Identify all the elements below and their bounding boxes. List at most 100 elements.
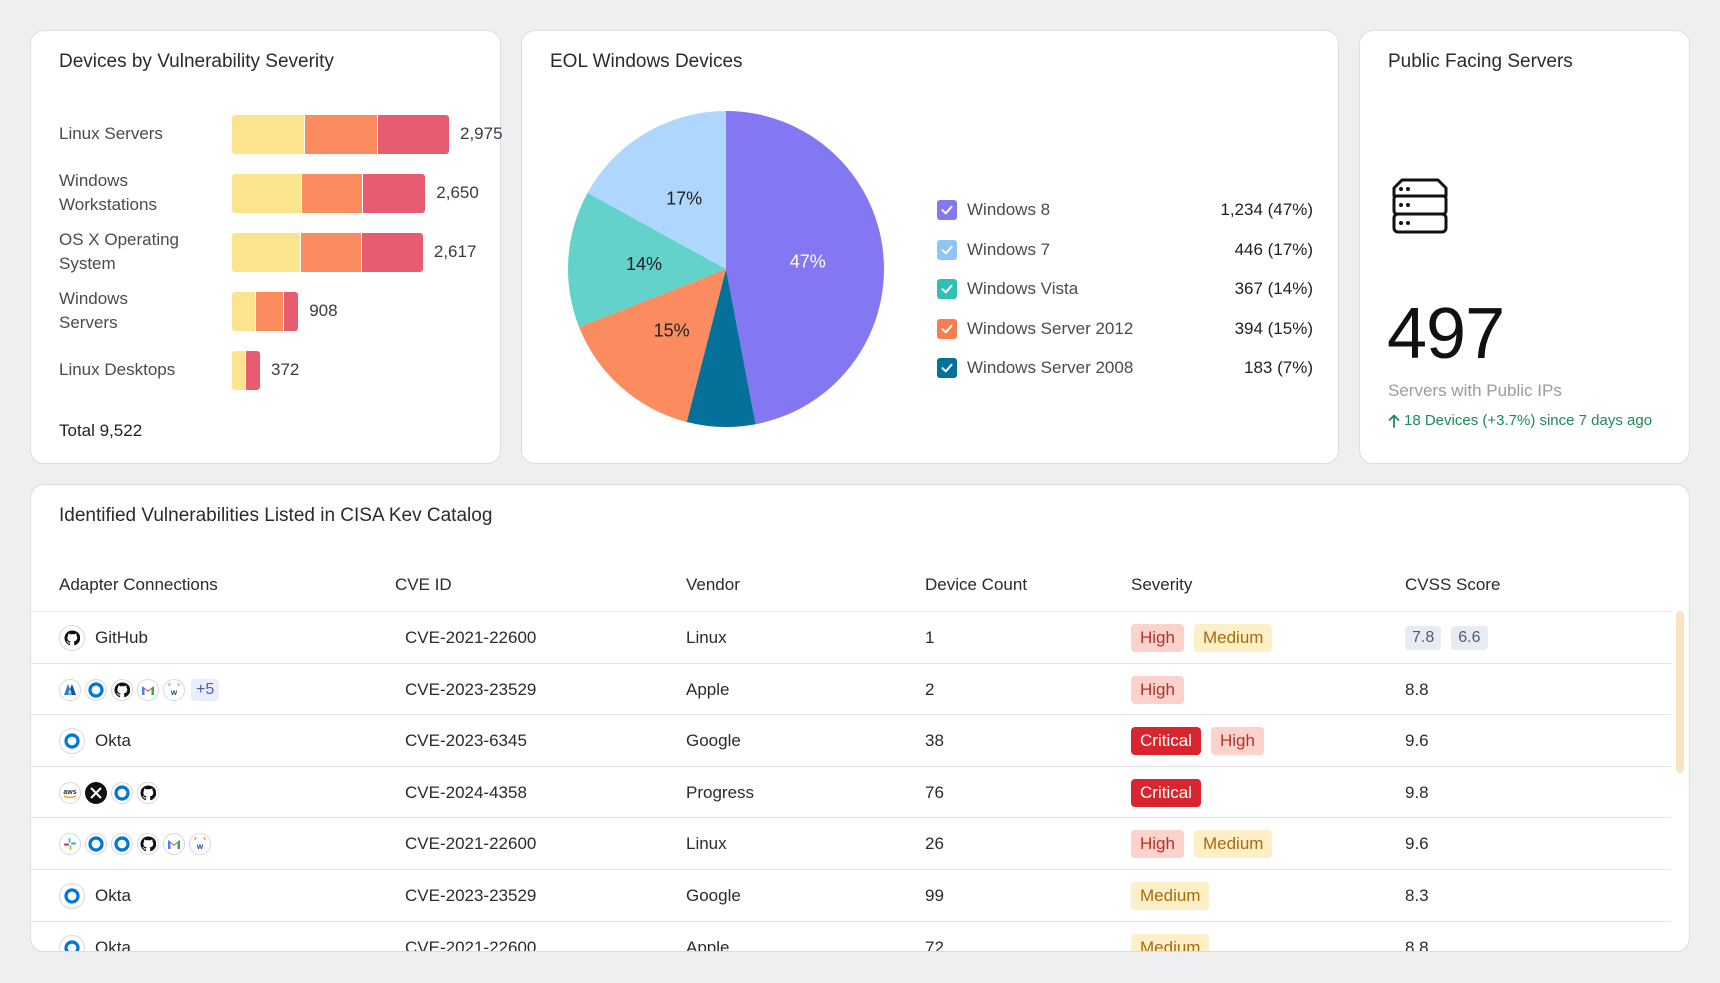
table-scrollbar[interactable]: [1676, 611, 1684, 773]
checkbox-checked-icon[interactable]: [937, 318, 957, 339]
severity-badge: Medium: [1193, 624, 1273, 652]
cvss-score-badge: 6.6: [1451, 626, 1488, 650]
okta-icon: [59, 934, 85, 951]
column-header-vendor[interactable]: Vendor: [686, 575, 740, 594]
column-header-cvss[interactable]: CVSS Score: [1405, 575, 1501, 594]
pie-slice-windows-vista[interactable]: [568, 192, 726, 328]
vulnerabilities-table-card: Identified Vulnerabilities Listed in CIS…: [30, 484, 1690, 952]
legend-value: 367 (14%): [1234, 279, 1313, 298]
pie-slice-windows-8[interactable]: [726, 111, 885, 425]
severity-row[interactable]: Windows Workstations 2,650: [59, 170, 479, 216]
cvss-score-cell: 9.6: [1405, 818, 1429, 870]
adapter-connections-cell[interactable]: aws: [59, 767, 159, 819]
vendor-cell: Google: [686, 886, 741, 905]
low-severity-segment: [232, 292, 256, 331]
github-icon: [137, 781, 159, 804]
column-header-adapter[interactable]: Adapter Connections: [59, 575, 218, 594]
adapter-connections-cell[interactable]: Okta: [59, 922, 131, 952]
cvss-score: 9.6: [1405, 834, 1429, 854]
table-row[interactable]: Okta CVE-2021-22600 Apple 72 Medium 8.8: [31, 920, 1671, 952]
legend-item[interactable]: Windows 8 1,234 (47%): [937, 195, 1313, 225]
pie-slice-label: 47%: [790, 251, 826, 271]
column-header-cve[interactable]: CVE ID: [395, 575, 452, 594]
severity-bar[interactable]: [232, 233, 423, 272]
checkbox-checked-icon[interactable]: [937, 279, 957, 299]
cve-id-cell[interactable]: CVE-2021-22600: [405, 937, 537, 952]
adapter-name: Okta: [95, 937, 131, 952]
vendor-cell: Apple: [686, 937, 730, 952]
cve-id-cell[interactable]: CVE-2021-22600: [405, 628, 537, 647]
cve-id-cell[interactable]: CVE-2023-6345: [405, 731, 527, 751]
cvss-score-cell: 8.8: [1405, 664, 1429, 716]
severity-row-value: 2,617: [433, 242, 477, 261]
svg-text:w: w: [196, 842, 204, 851]
legend-item[interactable]: Windows Server 2012 394 (15%): [937, 314, 1313, 344]
cve-id-cell[interactable]: CVE-2024-4358: [405, 782, 527, 802]
checkbox-checked-icon[interactable]: [937, 239, 957, 260]
pie-slice-windows-server-2012[interactable]: [579, 269, 726, 423]
trend-indicator: 18 Devices (+3.7%) since 7 days ago: [1388, 412, 1652, 429]
okta-icon: [85, 833, 107, 856]
device-count-cell: 26: [925, 834, 944, 854]
adapter-connections-cell[interactable]: w +5: [59, 664, 220, 716]
legend-value: 1,234 (47%): [1220, 200, 1313, 219]
checkbox-checked-icon[interactable]: [937, 358, 957, 378]
legend-item[interactable]: Windows Server 2008 183 (7%): [937, 353, 1313, 383]
cve-id-cell[interactable]: CVE-2023-23529: [405, 679, 537, 699]
adapter-name: Okta: [95, 886, 131, 905]
severity-row[interactable]: OS X Operating System 2,617: [59, 229, 479, 275]
severity-row-label: Windows Workstations: [59, 171, 157, 214]
table-row[interactable]: w +5 CVE-2023-23529 Apple 2 High 8.8: [31, 662, 1671, 716]
severity-bar[interactable]: [232, 115, 449, 154]
github-icon: [59, 625, 85, 651]
severity-row-label: Linux Servers: [59, 124, 163, 143]
device-count-cell: 99: [925, 886, 944, 905]
severity-row[interactable]: Linux Servers 2,975: [59, 111, 503, 157]
table-row[interactable]: GitHub CVE-2021-22600 Linux 1 High Medium 7.8 6…: [31, 611, 1671, 663]
checkbox-checked-icon[interactable]: [937, 200, 957, 220]
severity-bar[interactable]: [232, 292, 299, 331]
low-severity-segment: [232, 174, 301, 213]
cve-id-cell[interactable]: CVE-2023-23529: [405, 886, 537, 905]
legend-value: 183 (7%): [1244, 358, 1313, 377]
device-count-cell: 2: [925, 679, 935, 699]
svg-text:aws: aws: [63, 789, 76, 796]
legend-item[interactable]: Windows Vista 367 (14%): [937, 274, 1313, 304]
severity-bar[interactable]: [232, 351, 260, 390]
table-row[interactable]: aws CVE-2024-4358 Progress 76 Critical 9.8: [31, 765, 1671, 819]
legend-item[interactable]: Windows 7 446 (17%): [937, 235, 1313, 265]
vendor-cell: Progress: [686, 782, 755, 802]
cvss-score-badge: 7.8: [1405, 626, 1442, 650]
pie-slice-windows-server-2008[interactable]: [686, 269, 756, 427]
column-header-device-count[interactable]: Device Count: [925, 575, 1028, 594]
severity-bar[interactable]: [232, 174, 426, 213]
adapter-connections-cell[interactable]: w: [59, 818, 211, 870]
public-server-subtitle: Servers with Public IPs: [1388, 381, 1562, 400]
svg-text:w: w: [170, 688, 178, 697]
severity-cell: Critical: [1131, 767, 1211, 819]
table-row[interactable]: w CVE-2021-22600 Linux 26 High Medium 9.6: [31, 817, 1671, 869]
cve-id-cell[interactable]: CVE-2021-22600: [405, 834, 537, 854]
severity-row[interactable]: Linux Desktops 372: [59, 347, 479, 393]
trend-text: 18 Devices (+3.7%) since 7 days ago: [1404, 412, 1653, 429]
severity-card-title: Devices by Vulnerability Severity: [59, 51, 334, 72]
okta-icon: [59, 883, 85, 909]
table-row[interactable]: Okta CVE-2023-6345 Google 38 Critical High 9.6: [31, 714, 1671, 766]
severity-cell: Critical High: [1131, 715, 1274, 767]
severity-row[interactable]: Windows Servers 908: [59, 288, 479, 334]
severity-row-value: 372: [271, 360, 300, 379]
x-icon: [85, 781, 107, 804]
more-adapters-badge[interactable]: +5: [191, 678, 220, 701]
severity-row-label: Windows Servers: [59, 289, 128, 332]
public-card-title: Public Facing Servers: [1388, 51, 1573, 72]
legend-label: Windows Server 2012: [967, 318, 1134, 338]
severity-cell: High Medium: [1131, 818, 1282, 870]
adapter-connections-cell[interactable]: Okta: [59, 715, 131, 767]
pie-slice-windows-7[interactable]: [587, 111, 726, 269]
adapter-connections-cell[interactable]: GitHub: [59, 612, 148, 664]
arrow-up-icon: [1388, 413, 1400, 428]
adapter-connections-cell[interactable]: Okta: [59, 870, 131, 922]
medium-severity-segment: [300, 174, 363, 213]
column-header-severity[interactable]: Severity: [1131, 575, 1193, 594]
table-row[interactable]: Okta CVE-2023-23529 Google 99 Medium 8.3: [31, 869, 1671, 921]
